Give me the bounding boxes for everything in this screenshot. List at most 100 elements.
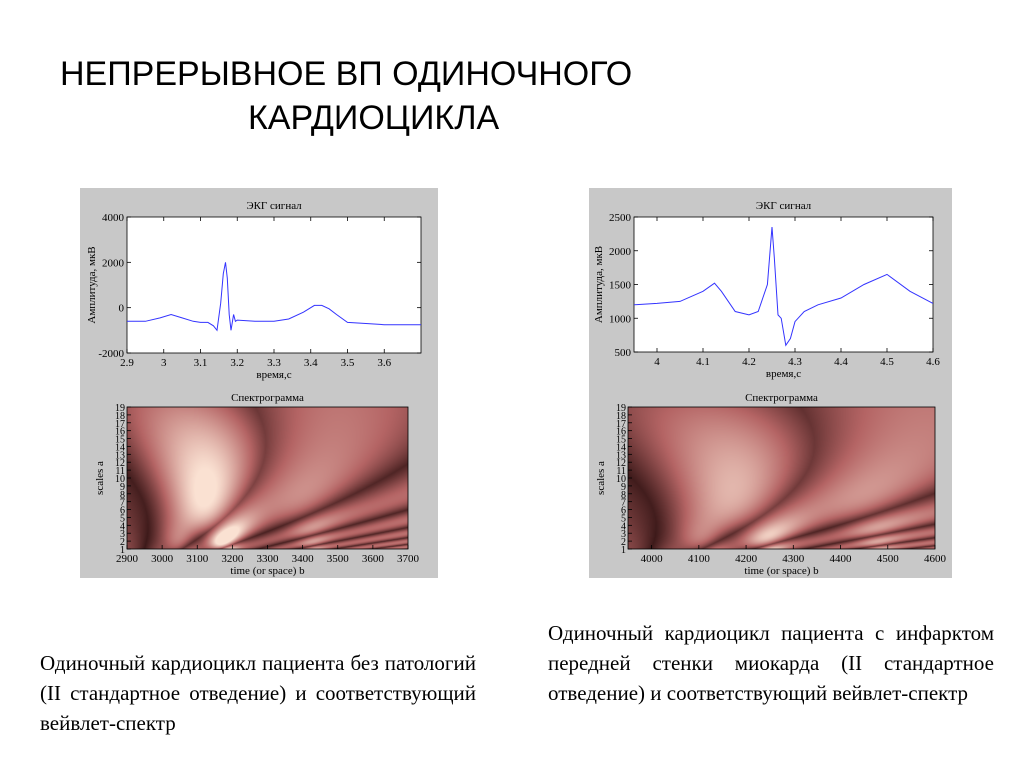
ecg-title: ЭКГ сигнал	[246, 200, 302, 212]
spectrogram-xtick-label: 3700	[397, 553, 420, 565]
spectrogram-ytick-label: 11	[616, 466, 626, 477]
spectrogram-heatmap	[628, 407, 935, 549]
spectrogram-ytick-label: 7	[120, 498, 125, 509]
spectrogram-ytick-label: 14	[115, 442, 125, 453]
spectrogram-ytick-label: 4	[120, 521, 125, 532]
ecg-xtick-label: 3.4	[304, 357, 318, 369]
spectrogram-plot: Спектрограмма 2900 3000 3100 3200 3300 3400 350…	[94, 392, 420, 577]
spectrogram-xtick-label: 4000	[641, 553, 664, 565]
spectrogram-ytick-label: 18	[115, 411, 125, 422]
ecg-xtick-label: 4.5	[880, 356, 894, 368]
spectrogram-ytick-label: 16	[616, 427, 626, 438]
spectrogram-ytick-label: 9	[120, 482, 125, 493]
spectrogram-xtick-label: 4400	[830, 553, 853, 565]
ecg-ytick-label: 2000	[102, 257, 125, 269]
spectrogram-ytick-label: 15	[115, 435, 125, 446]
spectrogram-xtick-label: 4500	[877, 553, 900, 565]
ecg-xtick-label: 3.2	[230, 357, 244, 369]
ecg-xtick-label: 3.1	[194, 357, 208, 369]
spectrogram-ytick-label: 9	[621, 482, 626, 493]
ecg-ytick-label: 1500	[609, 280, 632, 292]
spectrogram-ytick-label: 12	[616, 458, 626, 469]
spectrogram-ytick-label: 17	[115, 419, 125, 430]
slide-title: НЕПРЕРЫВНОЕ ВП ОДИНОЧНОГО КАРДИОЦИКЛА	[0, 52, 800, 140]
spectrogram-ytick-label: 16	[115, 427, 125, 438]
spectrogram-ytick-label: 6	[621, 506, 626, 517]
spectrogram-ytick-label: 19	[115, 403, 125, 414]
ecg-ytick-label: 4000	[102, 212, 125, 224]
ecg-ylabel: Амплитуда, мкВ	[86, 246, 98, 323]
spectrogram-xtick-label: 4100	[688, 553, 711, 565]
spectrogram-ytick-label: 2	[621, 537, 626, 548]
ecg-signal-line	[634, 227, 933, 347]
spectrogram-xtick-label: 3500	[327, 553, 350, 565]
slide-title-line-2: КАРДИОЦИКЛА	[248, 99, 500, 137]
ecg-xtick-label: 3.3	[267, 357, 281, 369]
caption-right: Одиночный кардиоцикл пациента с инфаркто…	[548, 621, 994, 705]
spectrogram-ytick-label: 1	[120, 545, 125, 556]
ecg-ytick-label: 2500	[609, 212, 632, 224]
spectrogram-ytick-label: 3	[621, 529, 626, 540]
ecg-signal-line	[127, 262, 421, 332]
spectrogram-xtick-label: 3600	[362, 553, 385, 565]
spectrogram-xlabel: time (or space) b	[230, 565, 305, 577]
spectrogram-ytick-label: 13	[115, 450, 125, 461]
spectrogram-ytick-label: 7	[621, 498, 626, 509]
ecg-xtick-label: 4.1	[696, 356, 710, 368]
spectrogram-xtick-label: 2900	[116, 553, 139, 565]
ecg-xtick-label: 4.2	[742, 356, 756, 368]
spectrogram-ytick-label: 15	[616, 435, 626, 446]
spectrogram-title: Спектрограмма	[745, 392, 818, 404]
spectrogram-ytick-label: 5	[621, 513, 626, 524]
ecg-plot: ЭКГ сигнал 2.9 3 3.1 3.2 3.3 3.4 3.5 3.6 4000 2000…	[86, 200, 422, 381]
ecg-ylabel: Амплитуда, мкВ	[593, 246, 605, 323]
spectrogram-ylabel: scales a	[595, 461, 607, 495]
spectrogram-ytick-label: 2	[120, 537, 125, 548]
spectrogram-ytick-label: 12	[115, 458, 125, 469]
ecg-xlabel: время,с	[766, 368, 801, 380]
figure-left-svg: ЭКГ сигнал 2.9 3 3.1 3.2 3.3 3.4 3.5 3.6 4000 2000…	[86, 200, 422, 577]
ecg-xtick-label: 4	[654, 356, 660, 368]
spectrogram-ylabel: scales a	[94, 461, 106, 495]
spectrogram-xtick-label: 3400	[292, 553, 315, 565]
ecg-xtick-label: 4.3	[788, 356, 802, 368]
spectrogram-ytick-label: 5	[120, 513, 125, 524]
spectrogram-ytick-label: 1	[621, 545, 626, 556]
spectrogram-heatmap	[127, 407, 408, 549]
caption-left: Одиночный кардиоцикл пациента без патоло…	[40, 651, 476, 735]
spectrogram-plot: Спектрограмма 4000 4100 4200 4300 4400 4500 460…	[595, 392, 947, 577]
spectrogram-ytick-label: 17	[616, 419, 626, 430]
ecg-xtick-label: 3	[161, 357, 167, 369]
spectrogram-xtick-label: 3300	[257, 553, 280, 565]
spectrogram-ytick-label: 10	[115, 474, 125, 485]
figure-panel-left: ЭКГ сигнал 2.9 3 3.1 3.2 3.3 3.4 3.5 3.6 4000 2000…	[80, 188, 438, 578]
spectrogram-title: Спектрограмма	[231, 392, 304, 404]
ecg-plot-area	[127, 217, 421, 353]
figure-panel-right: ЭКГ сигнал 4 4.1 4.2 4.3 4.4 4.5 4.6 2500 2000 150…	[589, 188, 952, 578]
slide-title-line-1: НЕПРЕРЫВНОЕ ВП ОДИНОЧНОГО	[60, 55, 633, 93]
ecg-xtick-label: 3.6	[377, 357, 391, 369]
ecg-xtick-label: 3.5	[341, 357, 355, 369]
ecg-ytick-label: 500	[615, 347, 632, 359]
spectrogram-ytick-label: 4	[621, 521, 626, 532]
ecg-xlabel: время,с	[256, 369, 291, 381]
spectrogram-xtick-label: 4200	[735, 553, 758, 565]
spectrogram-ytick-label: 8	[621, 490, 626, 501]
ecg-xtick-label: 2.9	[120, 357, 134, 369]
ecg-ytick-label: -2000	[98, 348, 124, 360]
spectrogram-xtick-label: 3200	[221, 553, 244, 565]
spectrogram-ytick-label: 14	[616, 442, 626, 453]
ecg-ytick-label: 0	[119, 303, 125, 315]
ecg-ytick-label: 2000	[609, 246, 632, 258]
spectrogram-ytick-label: 10	[616, 474, 626, 485]
spectrogram-xlabel: time (or space) b	[744, 565, 819, 577]
ecg-title: ЭКГ сигнал	[756, 200, 812, 212]
spectrogram-xtick-label: 3100	[186, 553, 209, 565]
ecg-ytick-label: 1000	[609, 313, 632, 325]
spectrogram-ytick-label: 8	[120, 490, 125, 501]
ecg-xtick-label: 4.6	[926, 356, 940, 368]
spectrogram-ytick-label: 3	[120, 529, 125, 540]
ecg-xtick-label: 4.4	[834, 356, 848, 368]
spectrogram-ytick-label: 19	[616, 403, 626, 414]
spectrogram-xtick-label: 4300	[782, 553, 805, 565]
